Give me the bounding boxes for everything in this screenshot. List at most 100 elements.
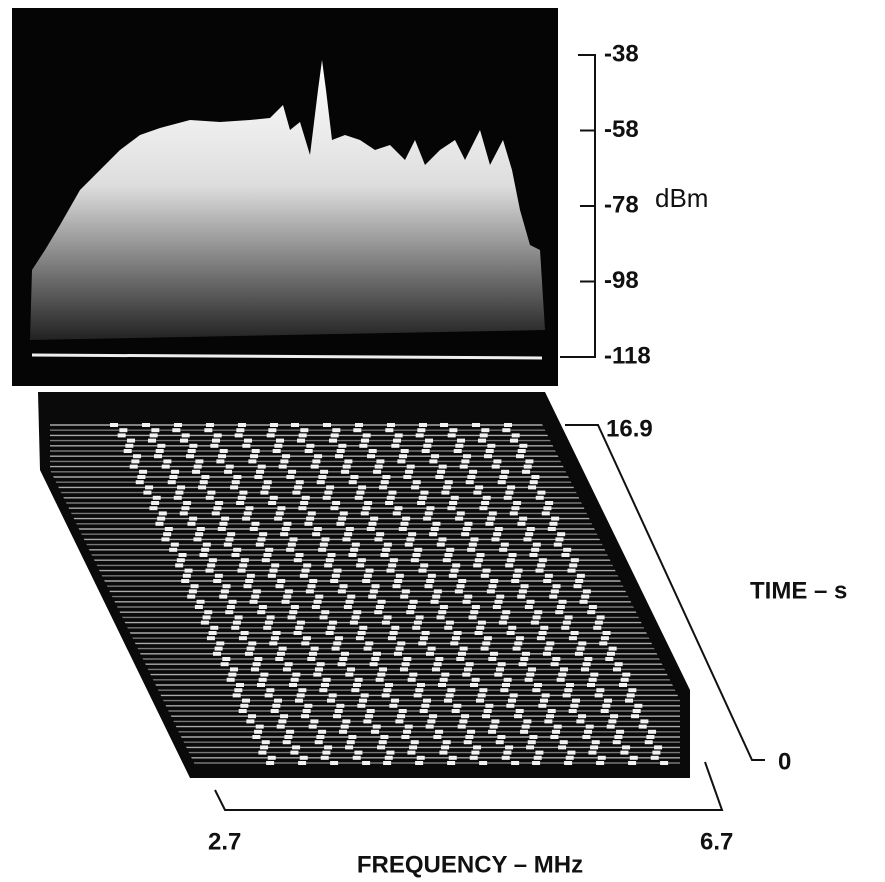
waterfall-peak bbox=[187, 521, 196, 526]
waterfall-peak bbox=[310, 646, 319, 651]
waterfall-peak bbox=[357, 631, 366, 635]
waterfall-peak bbox=[570, 703, 579, 708]
waterfall-peak bbox=[215, 501, 224, 505]
waterfall-peak bbox=[524, 605, 533, 609]
waterfall-peak bbox=[157, 443, 166, 448]
waterfall-peak bbox=[461, 532, 470, 537]
waterfall-peak bbox=[540, 698, 549, 703]
dbm-ticks: -38 -58 -78 -98 -118 bbox=[580, 40, 651, 369]
waterfall-peak bbox=[412, 553, 421, 557]
waterfall-peak bbox=[219, 594, 228, 599]
waterfall-peak bbox=[449, 428, 458, 433]
waterfall-peak bbox=[333, 714, 342, 719]
waterfall-peak bbox=[520, 584, 529, 589]
waterfall-peak bbox=[597, 755, 606, 760]
waterfall-peak bbox=[158, 511, 167, 516]
waterfall-peak bbox=[471, 677, 480, 682]
waterfall-peak bbox=[257, 683, 265, 687]
waterfall-peak bbox=[447, 761, 456, 765]
waterfall-peak bbox=[552, 584, 561, 589]
waterfall-peak bbox=[538, 703, 547, 708]
waterfall-peak bbox=[330, 579, 339, 583]
waterfall-peak bbox=[246, 719, 255, 724]
waterfall-peak bbox=[298, 506, 307, 511]
waterfall-peak bbox=[250, 454, 259, 459]
waterfall-peak bbox=[416, 755, 425, 760]
waterfall-peak bbox=[339, 584, 348, 589]
waterfall-peak bbox=[320, 755, 329, 760]
waterfall-peak bbox=[409, 745, 418, 750]
waterfall-peak bbox=[163, 532, 172, 537]
waterfall-peak bbox=[187, 594, 196, 599]
waterfall-peak bbox=[234, 433, 243, 438]
waterfall-peak bbox=[276, 724, 285, 729]
waterfall-peak bbox=[201, 475, 210, 479]
waterfall-peak bbox=[327, 553, 336, 557]
waterfall-peak bbox=[561, 625, 570, 630]
waterfall-peak bbox=[383, 761, 392, 765]
waterfall-peak bbox=[327, 698, 336, 703]
waterfall-peak bbox=[183, 501, 192, 505]
waterfall-peak bbox=[257, 537, 266, 542]
waterfall-peak bbox=[193, 537, 202, 542]
waterfall-peak bbox=[527, 740, 536, 745]
waterfall-peak bbox=[632, 709, 641, 713]
waterfall-peak bbox=[455, 516, 464, 521]
waterfall-peak bbox=[502, 683, 510, 687]
waterfall-peak bbox=[263, 553, 272, 557]
waterfall-peak bbox=[380, 553, 389, 557]
waterfall-peak bbox=[280, 532, 289, 537]
waterfall-peak bbox=[654, 745, 663, 750]
waterfall-peak bbox=[555, 610, 564, 615]
waterfall-peak bbox=[377, 599, 386, 604]
waterfall-peak bbox=[479, 688, 488, 693]
waterfall-peak bbox=[297, 438, 306, 443]
waterfall-peak bbox=[308, 724, 317, 729]
waterfall-peak bbox=[552, 729, 561, 734]
waterfall-peak bbox=[152, 495, 161, 500]
waterfall-peak bbox=[490, 579, 499, 583]
waterfall-peak bbox=[556, 677, 565, 682]
waterfall-peak bbox=[394, 579, 403, 583]
waterfall-peak bbox=[473, 745, 482, 750]
waterfall-peak bbox=[334, 709, 343, 713]
waterfall-peak bbox=[231, 553, 240, 557]
waterfall-peak bbox=[400, 521, 409, 526]
waterfall-peak bbox=[576, 719, 585, 724]
waterfall-peak bbox=[433, 589, 442, 594]
waterfall-peak bbox=[406, 610, 415, 615]
waterfall-peak bbox=[303, 563, 312, 568]
waterfall-peak bbox=[167, 480, 176, 485]
waterfall-peak bbox=[534, 683, 542, 687]
waterfall-peak bbox=[377, 745, 386, 750]
waterfall-peak bbox=[526, 745, 535, 750]
waterfall-peak bbox=[535, 750, 544, 755]
waterfall-peak bbox=[415, 433, 424, 438]
waterfall-peak bbox=[570, 558, 579, 563]
waterfall-peak bbox=[180, 438, 189, 443]
waterfall-peak bbox=[464, 521, 473, 526]
waterfall-peak bbox=[367, 454, 376, 459]
waterfall-peak bbox=[415, 688, 424, 693]
waterfall-peak bbox=[139, 469, 148, 474]
waterfall-peak bbox=[338, 443, 347, 448]
waterfall-peak bbox=[399, 454, 408, 459]
waterfall-peak bbox=[175, 563, 184, 568]
waterfall-peak bbox=[429, 459, 438, 464]
waterfall-peak bbox=[199, 553, 208, 557]
waterfall-peak bbox=[420, 490, 429, 495]
waterfall-peak bbox=[444, 698, 453, 703]
waterfall-peak bbox=[231, 480, 240, 485]
waterfall-peak bbox=[467, 547, 476, 552]
waterfall-peak bbox=[444, 625, 453, 630]
waterfall-peak bbox=[462, 672, 471, 677]
waterfall-peak bbox=[566, 683, 574, 687]
waterfall-peak bbox=[378, 740, 387, 745]
waterfall-peak bbox=[355, 636, 364, 641]
waterfall-peak bbox=[487, 516, 496, 521]
waterfall-peak bbox=[245, 506, 254, 511]
waterfall-peak bbox=[354, 750, 363, 755]
waterfall-peak bbox=[341, 469, 350, 474]
waterfall-peak bbox=[405, 469, 414, 474]
waterfall-peak bbox=[448, 573, 457, 578]
